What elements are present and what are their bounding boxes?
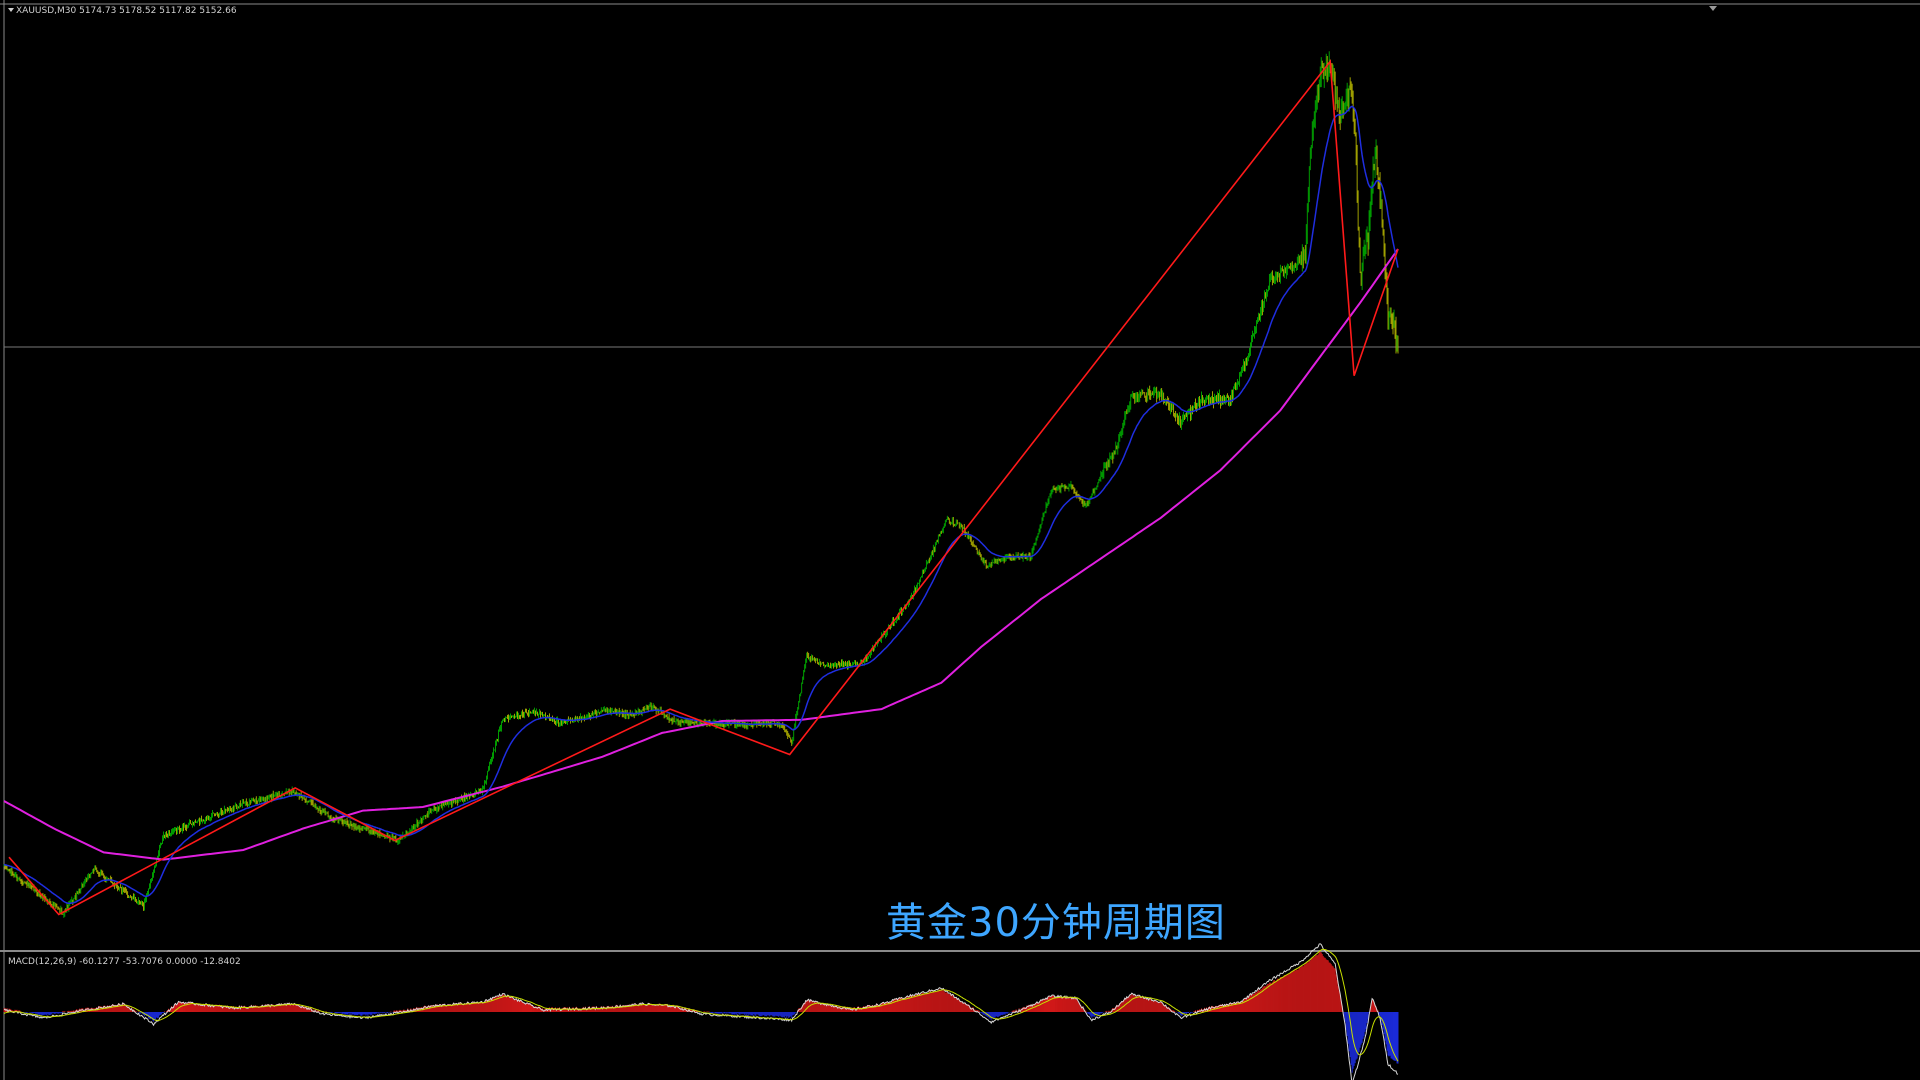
zigzag-line [8, 59, 1399, 916]
chart-shift-marker[interactable] [1709, 6, 1717, 11]
price-pane-header: XAUUSD,M30 5174.73 5178.52 5117.82 5152.… [8, 6, 237, 16]
ma-slow-line [3, 248, 1399, 861]
chart-caption: 黄金30分钟周期图 [886, 900, 1226, 946]
ohlc-label: 5174.73 5178.52 5117.82 5152.66 [79, 6, 237, 16]
macd-pane-header: MACD(12,26,9) -60.1277 -53.7076 0.0000 -… [8, 957, 241, 967]
macd-signal-line [3, 948, 1399, 1062]
symbol-dropdown-icon[interactable] [8, 8, 14, 12]
macd-histogram [3, 951, 1399, 1073]
symbol-label: XAUUSD,M30 [16, 6, 77, 16]
